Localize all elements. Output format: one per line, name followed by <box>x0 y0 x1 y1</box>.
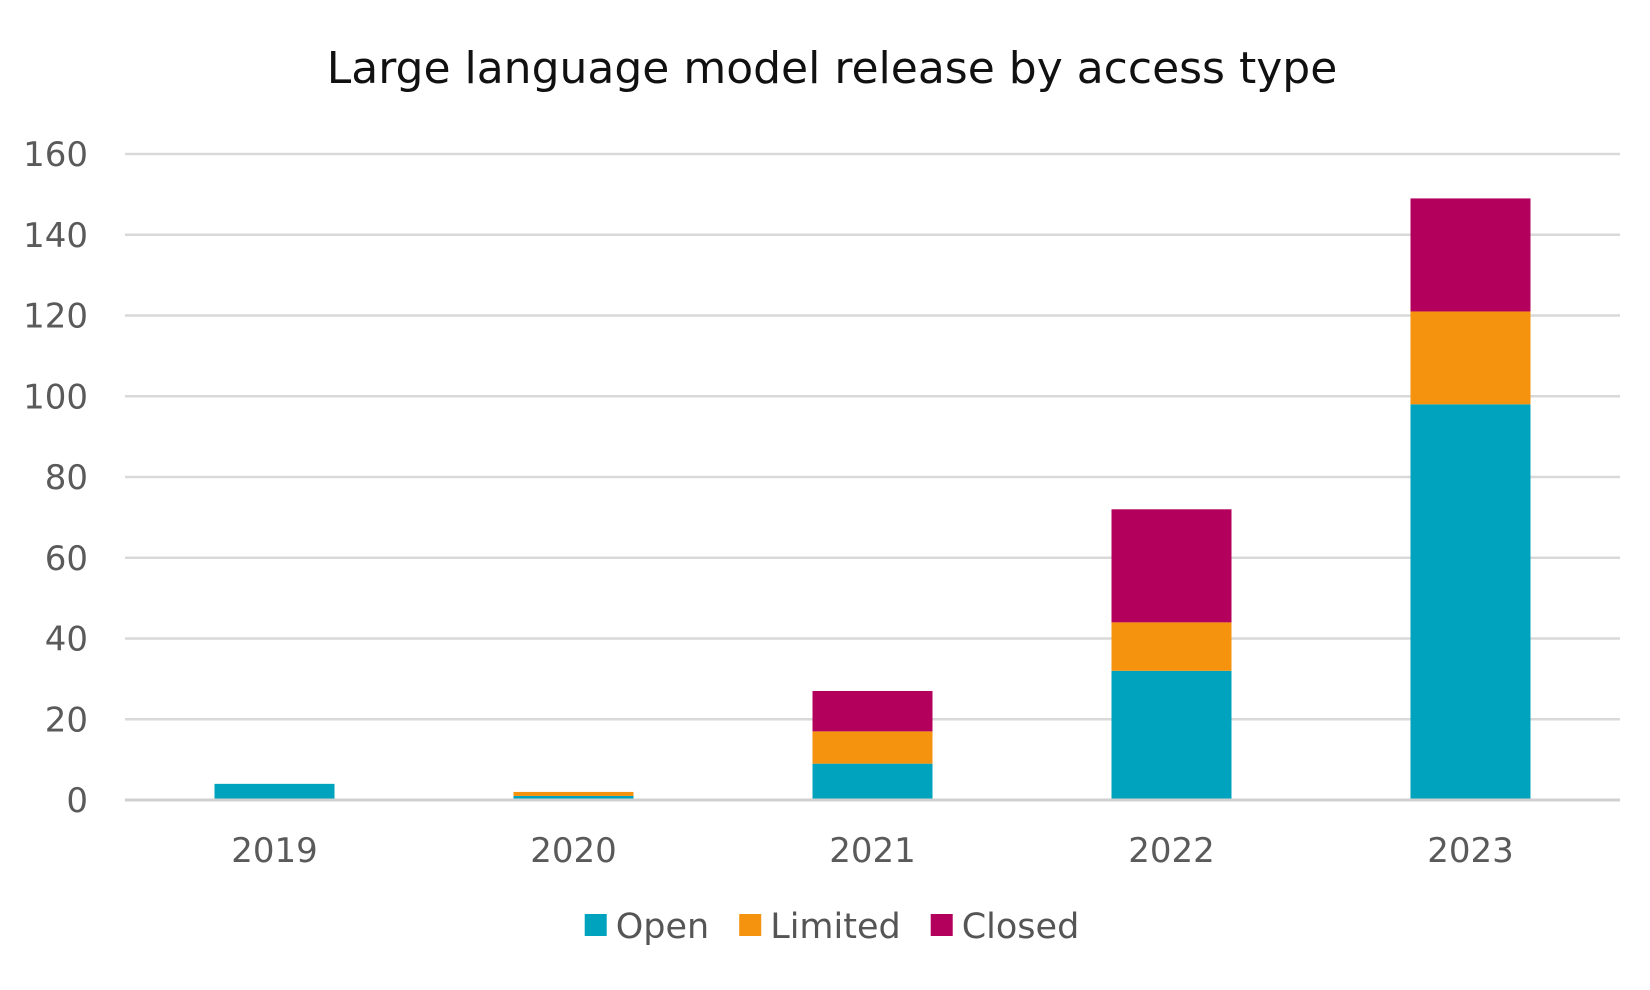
y-tick-label: 60 <box>45 539 88 579</box>
bar-open-2019 <box>214 783 335 800</box>
y-tick-label: 40 <box>45 620 88 660</box>
legend-swatch <box>930 914 953 936</box>
y-tick-label: 120 <box>23 297 88 337</box>
bar-limited-2022 <box>1111 622 1232 671</box>
bars <box>214 198 1531 800</box>
bar-open-2021 <box>812 763 933 800</box>
y-tick-label: 160 <box>23 135 88 175</box>
y-tick-label: 80 <box>45 458 88 498</box>
bar-closed-2023 <box>1410 198 1531 312</box>
y-tick-label: 20 <box>45 700 88 740</box>
bar-closed-2022 <box>1111 509 1232 623</box>
y-axis-tick-labels: 0 20 40 60 80 100 120 140 160 <box>23 135 88 821</box>
legend-swatch <box>739 914 762 936</box>
x-tick-label: 2020 <box>530 831 617 871</box>
bar-limited-2020 <box>513 791 634 796</box>
legend: Open Limited Closed <box>584 907 1080 947</box>
x-tick-label: 2021 <box>829 831 916 871</box>
x-tick-label: 2023 <box>1427 831 1514 871</box>
y-tick-label: 100 <box>23 377 88 417</box>
x-tick-label: 2019 <box>231 831 318 871</box>
legend-label: Limited <box>770 907 901 947</box>
legend-item-closed: Closed <box>930 907 1080 947</box>
y-tick-label: 0 <box>66 781 88 821</box>
y-tick-label: 140 <box>23 216 88 256</box>
x-axis-tick-labels: 2019 2020 2021 2022 2023 <box>231 831 1514 871</box>
bar-closed-2021 <box>812 690 933 732</box>
bar-limited-2021 <box>812 731 933 764</box>
gridlines <box>125 152 1620 721</box>
legend-item-open: Open <box>584 907 709 947</box>
bar-open-2022 <box>1111 670 1232 800</box>
legend-swatch <box>584 914 607 936</box>
legend-label: Closed <box>962 907 1080 947</box>
bar-open-2023 <box>1410 404 1531 800</box>
x-tick-label: 2022 <box>1128 831 1215 871</box>
chart-title: Large language model release by access t… <box>327 43 1338 94</box>
bar-limited-2023 <box>1410 311 1531 405</box>
legend-label: Open <box>616 907 709 947</box>
bar-open-2020 <box>513 795 634 800</box>
legend-item-limited: Limited <box>739 907 901 947</box>
